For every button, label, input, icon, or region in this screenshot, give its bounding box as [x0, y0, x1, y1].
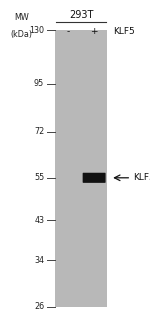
Text: +: + [90, 27, 98, 36]
Text: -: - [66, 27, 69, 36]
Text: 34: 34 [34, 256, 44, 265]
Text: 130: 130 [29, 26, 44, 34]
Text: 72: 72 [34, 127, 44, 136]
Text: KLF5: KLF5 [113, 27, 135, 36]
Bar [55, 30, 107, 307]
Text: KLF5: KLF5 [133, 173, 150, 182]
Text: 26: 26 [34, 302, 44, 311]
Text: MW: MW [14, 13, 29, 22]
Text: (kDa): (kDa) [11, 30, 33, 39]
Text: 293T: 293T [69, 9, 93, 20]
Text: 55: 55 [34, 173, 44, 182]
Text: 95: 95 [34, 79, 44, 88]
FancyBboxPatch shape [83, 173, 106, 183]
Text: 43: 43 [34, 216, 44, 225]
